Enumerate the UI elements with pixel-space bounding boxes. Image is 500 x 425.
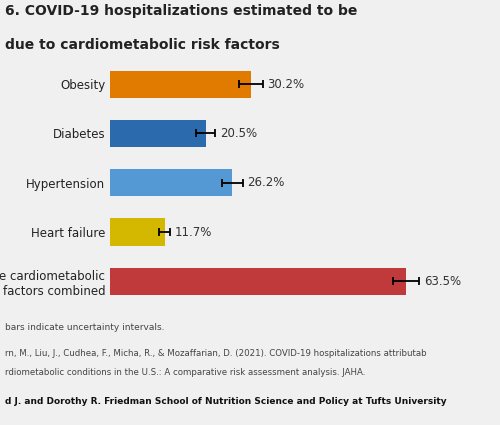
- Bar: [110, 71, 251, 98]
- Bar: [110, 268, 406, 295]
- Text: 26.2%: 26.2%: [247, 176, 284, 189]
- Text: due to cardiometabolic risk factors: due to cardiometabolic risk factors: [5, 38, 280, 52]
- Text: 6. COVID-19 hospitalizations estimated to be: 6. COVID-19 hospitalizations estimated t…: [5, 4, 358, 18]
- Text: 20.5%: 20.5%: [220, 127, 257, 140]
- Bar: [110, 120, 206, 147]
- Text: d J. and Dorothy R. Friedman School of Nutrition Science and Policy at Tufts Uni: d J. and Dorothy R. Friedman School of N…: [5, 397, 446, 406]
- Text: 11.7%: 11.7%: [175, 226, 212, 238]
- Text: 30.2%: 30.2%: [268, 78, 304, 91]
- Text: rn, M., Liu, J., Cudhea, F., Micha, R., & Mozaffarian, D. (2021). COVID-19 hospi: rn, M., Liu, J., Cudhea, F., Micha, R., …: [5, 348, 426, 357]
- Text: 63.5%: 63.5%: [424, 275, 461, 288]
- Bar: [110, 218, 164, 246]
- Text: rdiometabolic conditions in the U.S.: A comparative risk assessment analysis. JA: rdiometabolic conditions in the U.S.: A …: [5, 368, 366, 377]
- Bar: [110, 169, 232, 196]
- Text: bars indicate uncertainty intervals.: bars indicate uncertainty intervals.: [5, 323, 164, 332]
